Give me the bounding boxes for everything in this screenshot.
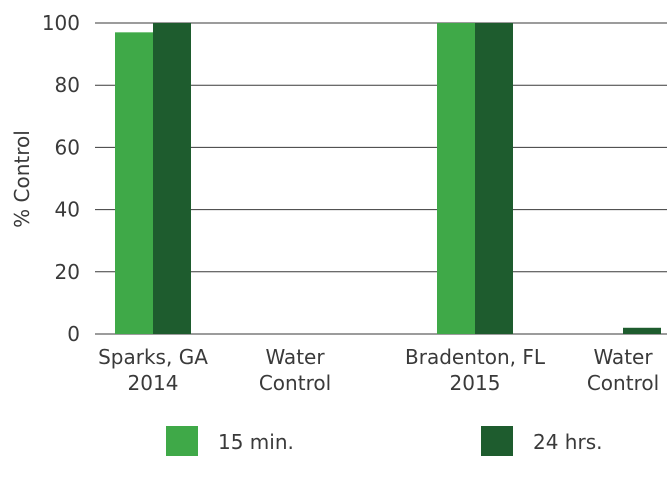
y-tick-label: 60 xyxy=(55,135,80,159)
x-category-label: Sparks, GA xyxy=(98,345,208,369)
y-tick-label: 100 xyxy=(42,11,80,35)
bars xyxy=(115,23,661,335)
x-category-label: 2014 xyxy=(128,371,179,395)
y-tick-label: 80 xyxy=(55,73,80,97)
x-category-label: Water xyxy=(265,345,325,369)
x-category-label: Bradenton, FL xyxy=(405,345,546,369)
legend-label: 15 min. xyxy=(218,430,294,454)
y-axis-ticks: 0 20 40 60 80 100 xyxy=(42,11,80,346)
y-tick-label: 40 xyxy=(55,198,80,222)
x-category-label: Control xyxy=(587,371,659,395)
legend-label: 24 hrs. xyxy=(533,430,602,454)
bar-series-2 xyxy=(475,23,513,334)
legend: 15 min. 24 hrs. xyxy=(166,426,602,456)
x-category-label: Water xyxy=(593,345,653,369)
legend-swatch xyxy=(166,426,198,456)
x-category-label: Control xyxy=(259,371,331,395)
bar-series-2 xyxy=(623,327,661,334)
bar-series-1 xyxy=(115,32,153,335)
x-category-label: 2015 xyxy=(450,371,501,395)
bar-series-1 xyxy=(437,23,475,334)
y-tick-label: 20 xyxy=(55,260,80,284)
y-tick-label: 0 xyxy=(67,322,80,346)
y-axis-label: % Control xyxy=(10,130,34,228)
bar-series-2 xyxy=(153,23,191,334)
legend-swatch xyxy=(481,426,513,456)
